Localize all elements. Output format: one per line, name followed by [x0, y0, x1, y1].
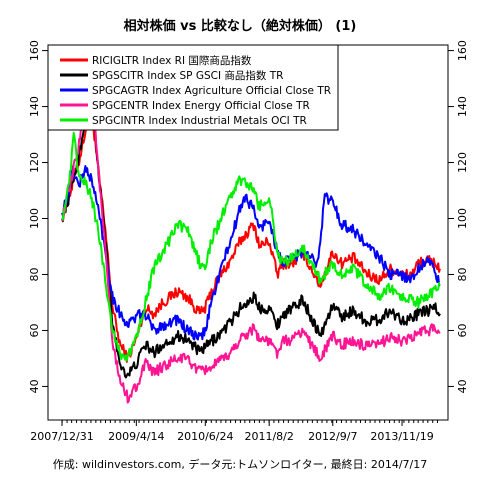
- series-line-1: [61, 105, 441, 363]
- legend-label-1: RICIGLTR Index RI 国際商品指数: [92, 54, 252, 67]
- y-tick-label-right: 120: [456, 152, 469, 173]
- series-line-4: [61, 79, 441, 404]
- axis-layer: 40 40 60 60 80 80 100 100 120 120 140 140 160 160 2007…: [28, 40, 469, 443]
- x-tick-label: 2013/11/19: [370, 430, 433, 443]
- legend: RICIGLTR Index RI 国際商品指数 SPGSCITR Index S…: [47, 44, 339, 131]
- legend-label-4: SPGCENTR Index Energy Official Close TR: [92, 100, 310, 112]
- y-tick-label-right: 160: [456, 40, 469, 61]
- x-tick-label: 2009/4/14: [108, 430, 164, 443]
- y-tick-label-right: 60: [456, 323, 469, 337]
- x-tick-label: 2010/6/24: [177, 430, 233, 443]
- y-tick-label-right: 100: [456, 208, 469, 229]
- y-tick-label-right: 140: [456, 96, 469, 117]
- legend-box: [47, 44, 339, 131]
- legend-label-5: SPGCINTR Index Industrial Metals OCI TR: [92, 115, 307, 127]
- chart-footer: 作成: wildinvestors.com, データ元:トムソンロイター, 最終…: [53, 457, 427, 471]
- series-layer: [61, 79, 441, 404]
- x-tick-label: 2012/9/7: [308, 430, 357, 443]
- series-line-2: [61, 88, 441, 379]
- y-tick-label-left: 100: [28, 208, 41, 229]
- y-tick-label-left: 60: [28, 323, 41, 337]
- legend-items: RICIGLTR Index RI 国際商品指数 SPGSCITR Index S…: [60, 54, 331, 127]
- y-tick-label-left: 120: [28, 152, 41, 173]
- y-tick-label-left: 140: [28, 96, 41, 117]
- chart-title: 相対株価 vs 比較なし（絶対株価） (1): [124, 18, 357, 34]
- y-tick-label-right: 40: [456, 379, 469, 393]
- legend-label-2: SPGSCITR Index SP GSCI 商品指数 TR: [92, 69, 283, 82]
- x-tick-label: 2011/8/2: [244, 430, 293, 443]
- y-tick-label-left: 40: [28, 379, 41, 393]
- legend-label-3: SPGCAGTR Index Agriculture Official Clos…: [92, 85, 331, 97]
- y-tick-label-right: 80: [456, 267, 469, 281]
- y-tick-label-left: 80: [28, 267, 41, 281]
- x-tick-label: 2007/12/31: [30, 430, 93, 443]
- series-line-5: [61, 131, 441, 362]
- series-line-3: [61, 165, 441, 341]
- y-tick-label-left: 160: [28, 40, 41, 61]
